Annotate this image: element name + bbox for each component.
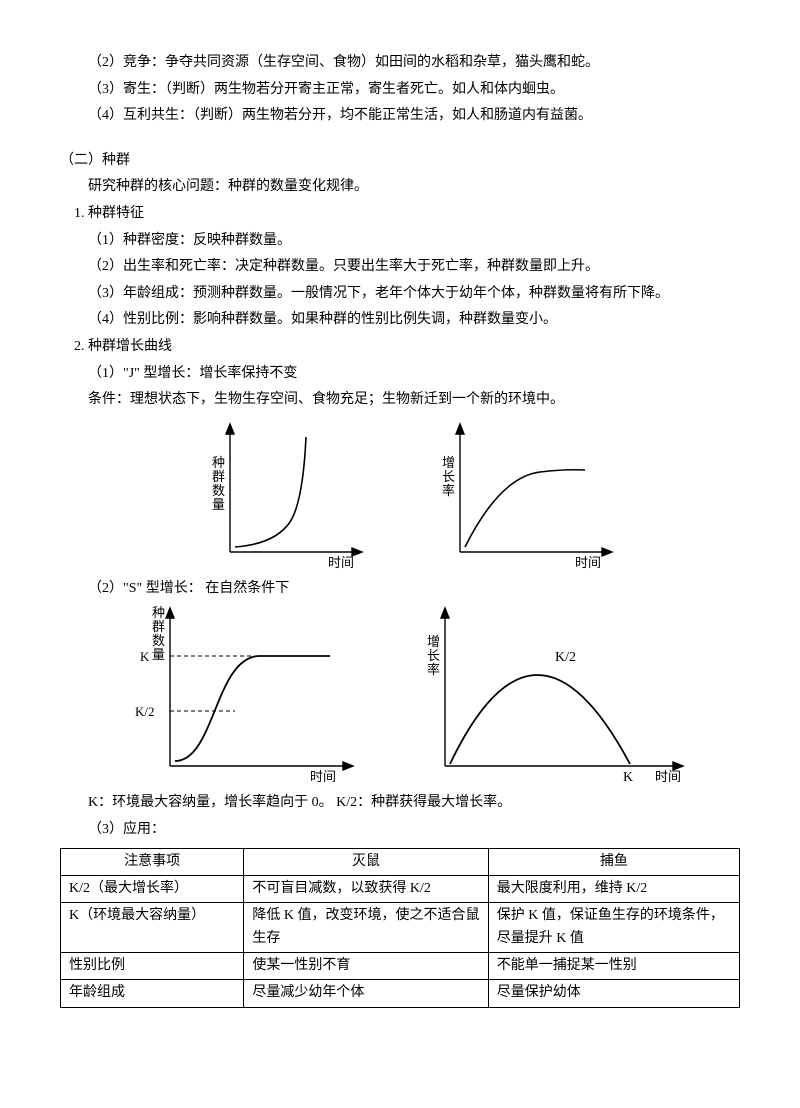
r2c1: 降低 K 值，改变环境，使之不适合鼠生存 xyxy=(244,903,488,953)
sec2-c2: （2）出生率和死亡率：决定种群数量。只要出生率大于死亡率，种群数量即上升。 xyxy=(60,254,740,281)
application-table: 注意事项 灭鼠 捕鱼 K/2（最大增长率） 不可盲目减数，以致获得 K/2 最大… xyxy=(60,848,740,1008)
sec2-title: （二）种群 xyxy=(60,148,740,175)
j-ylabel: 种群数量 xyxy=(212,455,225,512)
j-charts-row: 种群数量 时间 增长率 时间 xyxy=(60,422,740,572)
sec2-core: 研究种群的核心问题：种群的数量变化规律。 xyxy=(60,174,740,201)
s-chart-pop: 种群数量 K K/2 时间 xyxy=(105,606,365,786)
s-charts-row: 种群数量 K K/2 时间 增长率 K/2 K 时间 xyxy=(60,606,740,786)
r1c2: 最大限度利用，维持 K/2 xyxy=(488,875,739,902)
r3c1: 使某一性别不育 xyxy=(244,953,488,980)
intro-p4: （4）互利共生：（判断）两生物若分开，均不能正常生活，如人和肠道内有益菌。 xyxy=(60,103,740,130)
k-line: K：环境最大容纳量，增长率趋向于 0。 K/2：种群获得最大增长率。 xyxy=(60,790,740,817)
sec2-h1: 1. 种群特征 xyxy=(60,201,740,228)
s-rate-k: K xyxy=(623,770,633,785)
s-ylabel: 种群数量 xyxy=(152,606,165,662)
r2c0: K（环境最大容纳量） xyxy=(61,903,244,953)
s-k-label: K xyxy=(140,649,150,664)
r4c2: 尽量保护幼体 xyxy=(488,980,739,1007)
sec2-c3: （3）年龄组成：预测种群数量。一般情况下，老年个体大于幼年个体，种群数量将有所下… xyxy=(60,281,740,308)
r2c2: 保护 K 值，保证鱼生存的环境条件，尽量提升 K 值 xyxy=(488,903,739,953)
sec2-s1: （2）"S" 型增长： 在自然条件下 xyxy=(60,576,740,603)
sec2-h2: 2. 种群增长曲线 xyxy=(60,334,740,361)
r3c2: 不能单一捕捉某一性别 xyxy=(488,953,739,980)
r3c0: 性别比例 xyxy=(61,953,244,980)
s-rate-ylabel: 增长率 xyxy=(427,634,440,677)
r4c1: 尽量减少幼年个体 xyxy=(244,980,488,1007)
intro-p3: （3）寄生：（判断）两生物若分开寄主正常，寄生者死亡。如人和体内蛔虫。 xyxy=(60,77,740,104)
th1: 灭鼠 xyxy=(244,848,488,875)
s-k2-label: K/2 xyxy=(135,704,155,719)
j-xlabel: 时间 xyxy=(328,555,354,570)
j-chart-rate: 增长率 时间 xyxy=(420,422,620,572)
rate-ylabel: 增长率 xyxy=(442,455,455,498)
sec2-c4: （4）性别比例：影响种群数量。如果种群的性别比例失调，种群数量变小。 xyxy=(60,307,740,334)
s-rate-xlabel: 时间 xyxy=(655,769,681,784)
s-chart-rate: 增长率 K/2 K 时间 xyxy=(405,606,695,786)
sec2-j2: 条件：理想状态下，生物生存空间、食物充足；生物新迁到一个新的环境中。 xyxy=(60,387,740,414)
s-rate-k2: K/2 xyxy=(555,650,576,665)
j-chart-pop: 种群数量 时间 xyxy=(180,422,370,572)
sec2-j1: （1）"J" 型增长：增长率保持不变 xyxy=(60,361,740,388)
r1c0: K/2（最大增长率） xyxy=(61,875,244,902)
th0: 注意事项 xyxy=(61,848,244,875)
intro-p2: （2）竞争：争夺共同资源（生存空间、食物）如田间的水稻和杂草，猫头鹰和蛇。 xyxy=(60,50,740,77)
r1c1: 不可盲目减数，以致获得 K/2 xyxy=(244,875,488,902)
app-head: （3）应用： xyxy=(60,817,740,844)
sec2-c1: （1）种群密度：反映种群数量。 xyxy=(60,228,740,255)
rate-xlabel: 时间 xyxy=(575,555,601,570)
s-xlabel: 时间 xyxy=(310,769,336,784)
r4c0: 年龄组成 xyxy=(61,980,244,1007)
th2: 捕鱼 xyxy=(488,848,739,875)
